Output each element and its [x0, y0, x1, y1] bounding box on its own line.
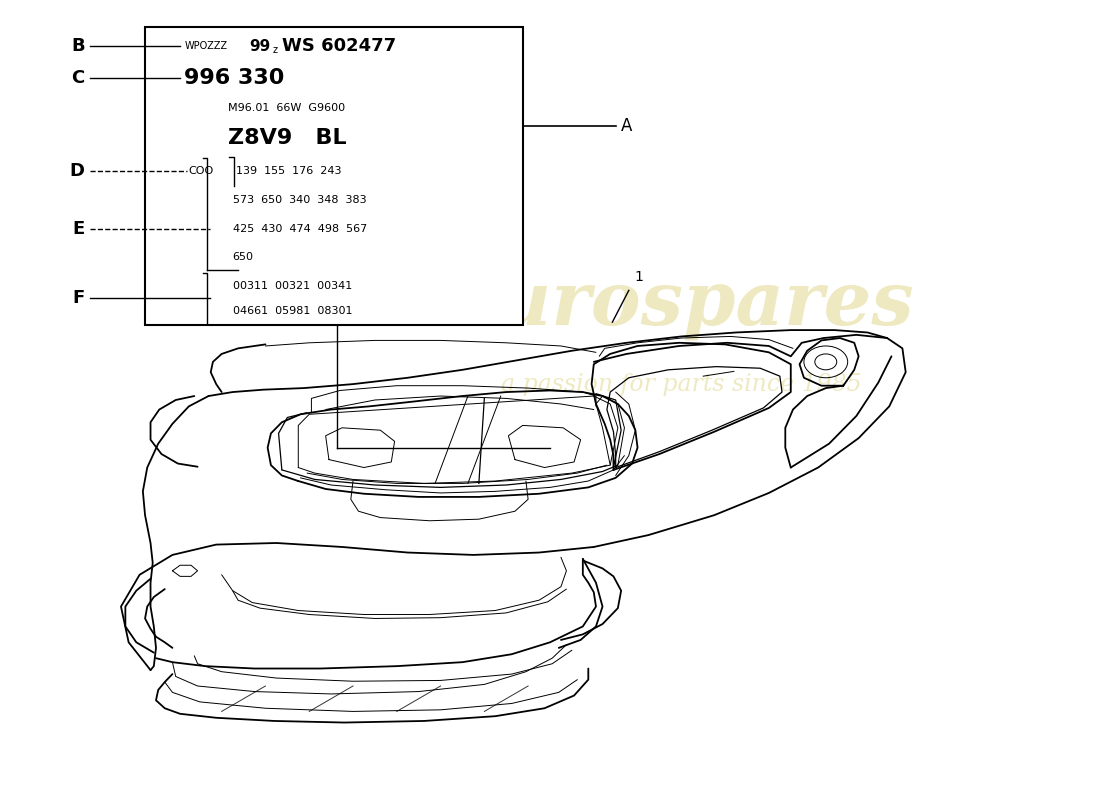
Text: 99: 99 — [249, 39, 271, 54]
Text: A: A — [621, 117, 632, 135]
Text: WS 602477: WS 602477 — [282, 38, 396, 55]
Text: Z8V9   BL: Z8V9 BL — [228, 128, 346, 148]
Text: 573  650  340  348  383: 573 650 340 348 383 — [232, 194, 366, 205]
Text: WPOZZZ: WPOZZZ — [185, 42, 228, 51]
Text: E: E — [73, 220, 85, 238]
Text: 425  430  474  498  567: 425 430 474 498 567 — [232, 224, 367, 234]
Text: 996 330: 996 330 — [185, 68, 285, 88]
Text: 139  155  176  243: 139 155 176 243 — [235, 166, 341, 176]
Text: F: F — [73, 290, 85, 307]
Text: 04661  05981  08301: 04661 05981 08301 — [232, 306, 352, 316]
Text: COO: COO — [189, 166, 214, 176]
Text: C: C — [72, 70, 85, 87]
Text: 1: 1 — [635, 270, 643, 284]
Text: 00311  00321  00341: 00311 00321 00341 — [232, 281, 352, 290]
Text: B: B — [72, 38, 85, 55]
Text: z: z — [273, 46, 278, 55]
Text: eurospares: eurospares — [449, 269, 914, 341]
Bar — [145, 26, 522, 325]
Text: D: D — [70, 162, 85, 180]
Text: M96.01  66W  G9600: M96.01 66W G9600 — [228, 102, 345, 113]
Text: a passion for parts since 1985: a passion for parts since 1985 — [500, 373, 861, 396]
Text: 650: 650 — [232, 252, 254, 262]
